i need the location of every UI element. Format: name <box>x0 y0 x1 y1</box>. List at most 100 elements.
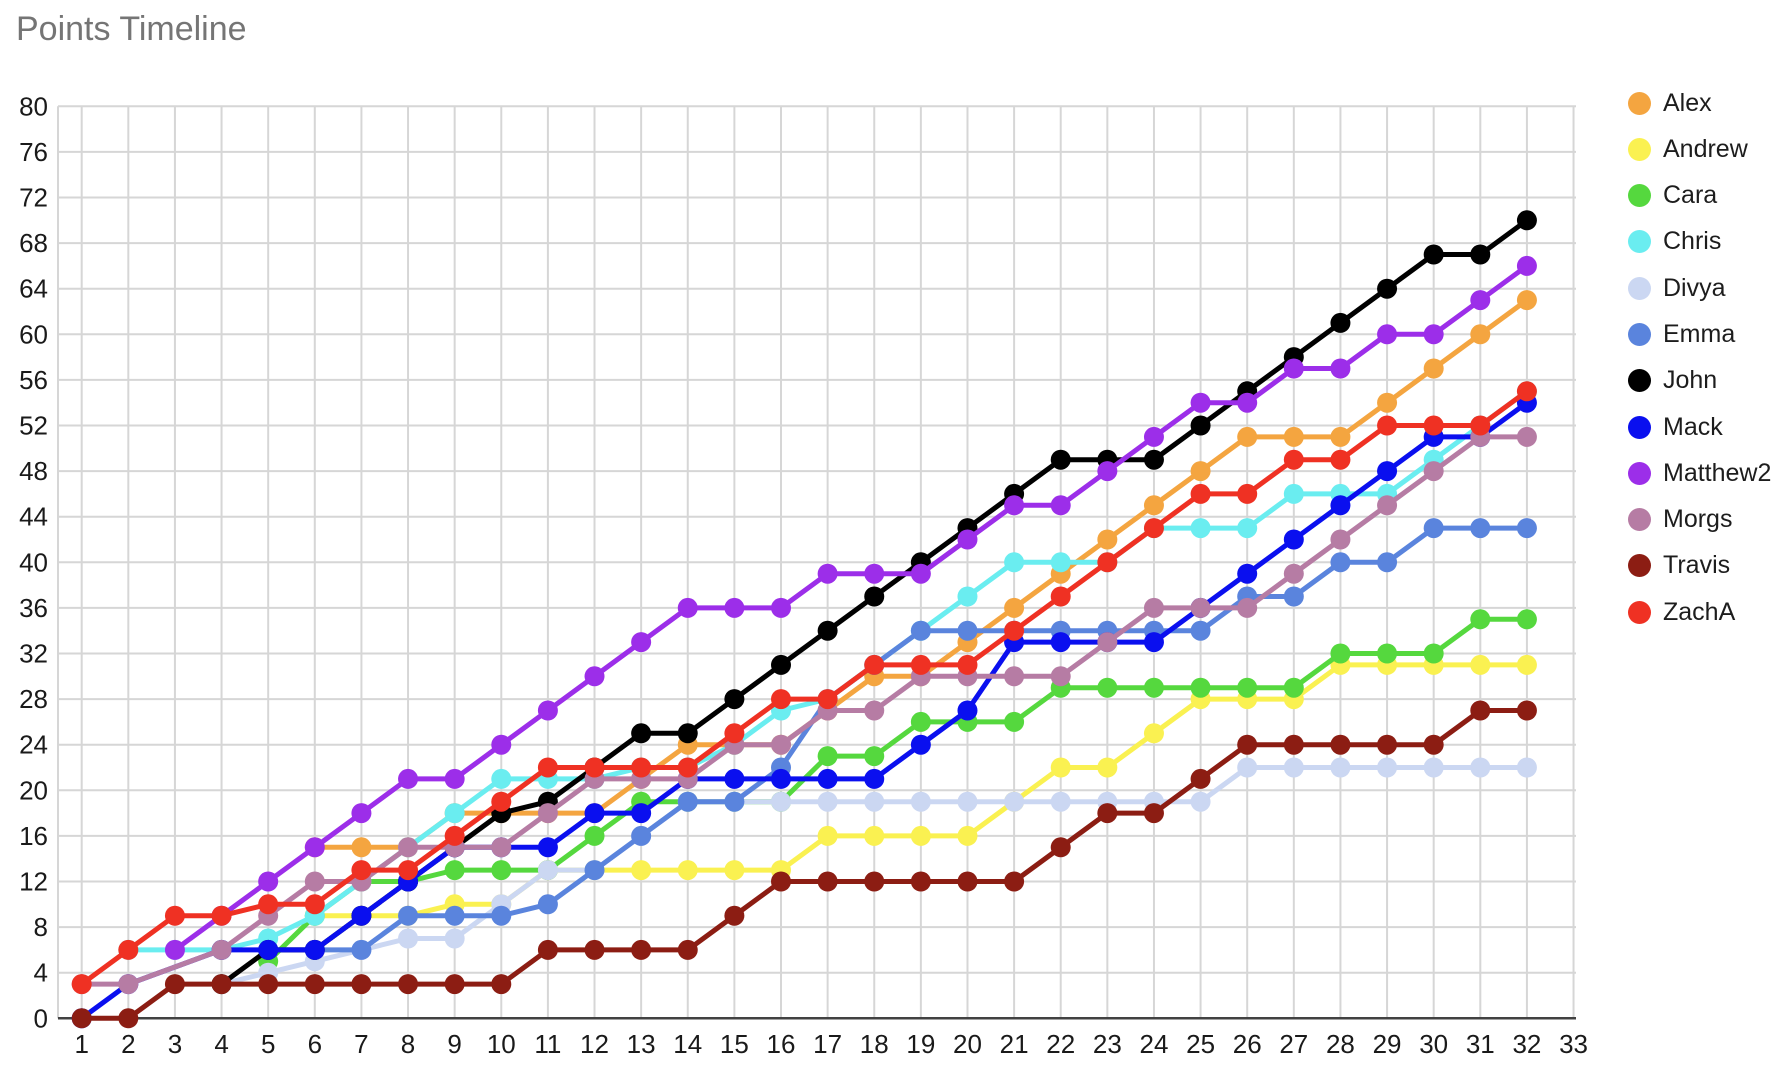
series-point-andrew <box>910 825 931 846</box>
series-point-zacha <box>351 860 372 881</box>
series-point-cara <box>1330 643 1351 664</box>
series-point-divya <box>444 928 465 949</box>
legend-swatch-icon <box>1628 322 1651 346</box>
series-point-travis <box>1143 803 1164 824</box>
legend-item-matthew2[interactable]: Matthew2 <box>1628 459 1771 487</box>
legend-label: Andrew <box>1663 134 1748 163</box>
series-point-divya <box>910 791 931 812</box>
series-point-matthew2 <box>491 734 512 755</box>
series-point-divya <box>1283 757 1304 778</box>
series-point-chris <box>1190 518 1211 539</box>
y-tick-label: 68 <box>19 228 48 258</box>
legend-item-andrew[interactable]: Andrew <box>1628 135 1771 163</box>
series-point-morgs <box>1237 597 1258 618</box>
series-point-travis <box>71 1008 92 1029</box>
series-point-morgs <box>1377 495 1398 516</box>
x-tick-label: 32 <box>1512 1029 1541 1059</box>
x-tick-label: 4 <box>214 1029 228 1059</box>
series-point-emma <box>1377 552 1398 573</box>
legend-item-chris[interactable]: Chris <box>1628 227 1771 256</box>
series-point-travis <box>1377 734 1398 755</box>
series-point-cara <box>1237 677 1258 698</box>
series-point-andrew <box>677 860 698 881</box>
series-point-cara <box>1004 711 1025 732</box>
series-point-cara <box>1097 677 1118 698</box>
series-point-mack <box>957 700 978 721</box>
series-point-zacha <box>584 757 605 778</box>
series-point-divya <box>1377 757 1398 778</box>
y-tick-label: 36 <box>19 593 48 623</box>
series-point-chris <box>1050 552 1071 573</box>
legend-item-emma[interactable]: Emma <box>1628 320 1771 348</box>
series-point-emma <box>677 791 698 812</box>
series-point-travis <box>724 905 745 926</box>
y-tick-label: 60 <box>19 319 48 349</box>
legend-item-zacha[interactable]: ZachA <box>1628 598 1771 626</box>
series-point-emma <box>1190 620 1211 641</box>
series-point-john <box>1423 244 1444 265</box>
legend-item-alex[interactable]: Alex <box>1628 89 1771 117</box>
y-tick-label: 32 <box>19 639 48 669</box>
x-tick-label: 18 <box>860 1029 889 1059</box>
x-tick-label: 25 <box>1186 1029 1215 1059</box>
series-point-john <box>1516 210 1537 231</box>
series-point-matthew2 <box>677 597 698 618</box>
series-point-matthew2 <box>1283 358 1304 379</box>
legend-item-cara[interactable]: Cara <box>1628 181 1771 210</box>
series-point-travis <box>1190 768 1211 789</box>
x-tick-label: 31 <box>1466 1029 1495 1059</box>
legend-item-travis[interactable]: Travis <box>1628 551 1771 580</box>
y-tick-label: 20 <box>19 775 48 805</box>
legend-item-mack[interactable]: Mack <box>1628 413 1771 441</box>
series-point-john <box>1143 449 1164 470</box>
legend-item-john[interactable]: John <box>1628 366 1771 395</box>
series-point-john <box>1050 449 1071 470</box>
series-point-alex <box>1330 426 1351 447</box>
series-point-divya <box>1423 757 1444 778</box>
series-point-travis <box>537 939 558 960</box>
series-point-emma <box>910 620 931 641</box>
legend-label: Morgs <box>1663 505 1733 534</box>
y-tick-label: 44 <box>19 502 48 532</box>
series-point-mack <box>631 803 652 824</box>
x-tick-label: 27 <box>1279 1029 1308 1059</box>
series-point-cara <box>444 860 465 881</box>
x-tick-label: 13 <box>627 1029 656 1059</box>
x-tick-label: 15 <box>720 1029 749 1059</box>
series-point-travis <box>1516 700 1537 721</box>
series-point-divya <box>864 791 885 812</box>
x-tick-label: 6 <box>308 1029 322 1059</box>
series-point-divya <box>1237 757 1258 778</box>
series-point-matthew2 <box>584 666 605 687</box>
series-point-divya <box>1190 791 1211 812</box>
series-point-matthew2 <box>724 597 745 618</box>
series-point-cara <box>1470 609 1491 630</box>
series-point-emma <box>631 825 652 846</box>
series-point-mack <box>910 734 931 755</box>
series-point-mack <box>817 768 838 789</box>
series-point-mack <box>351 905 372 926</box>
series-point-divya <box>537 860 558 881</box>
chart-title: Points Timeline <box>16 10 247 48</box>
series-point-zacha <box>677 757 698 778</box>
series-point-alex <box>1516 290 1537 311</box>
series-point-matthew2 <box>631 632 652 653</box>
x-tick-label: 17 <box>813 1029 842 1059</box>
series-point-zacha <box>118 939 139 960</box>
series-point-zacha <box>1004 620 1025 641</box>
legend-item-morgs[interactable]: Morgs <box>1628 505 1771 534</box>
legend-swatch-icon <box>1628 415 1651 439</box>
legend-label: Emma <box>1663 319 1736 348</box>
y-tick-label: 12 <box>19 867 48 897</box>
legend-item-divya[interactable]: Divya <box>1628 274 1771 302</box>
series-point-john <box>817 620 838 641</box>
series-point-zacha <box>1470 415 1491 436</box>
series-point-emma <box>1470 518 1491 539</box>
series-point-emma <box>1283 586 1304 607</box>
series-point-mack <box>258 939 279 960</box>
y-tick-label: 24 <box>19 730 48 760</box>
y-tick-label: 56 <box>19 365 48 395</box>
x-tick-label: 20 <box>953 1029 982 1059</box>
series-point-travis <box>1237 734 1258 755</box>
